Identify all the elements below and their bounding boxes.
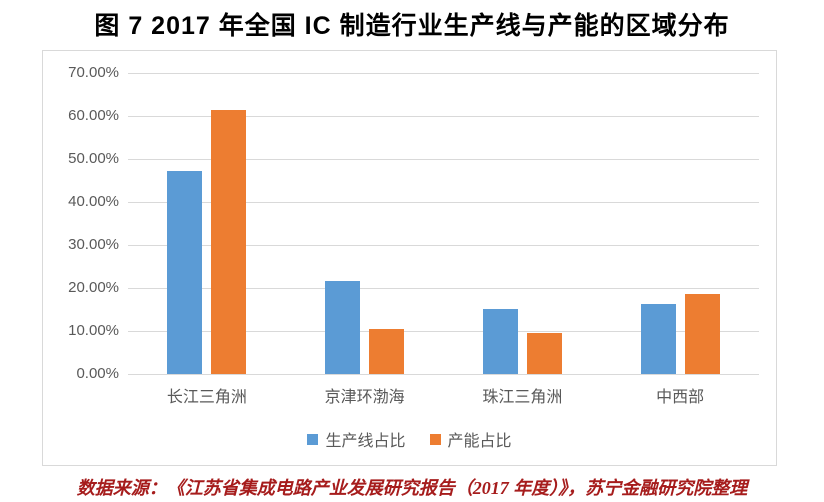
gridline [128,245,759,246]
gridline [128,73,759,74]
legend-label: 产能占比 [447,433,512,450]
legend-swatch-icon [429,433,441,445]
chart-area: 0.00% 10.00% 20.00% 30.00% 40.00% 50.00% 60.00… [42,50,777,466]
gridline [128,374,759,375]
plot-area [128,73,759,375]
gridline [128,202,759,203]
legend: 生产线占比 产能占比 [43,427,776,451]
source-note: 数据来源：《江苏省集成电路产业发展研究报告（2017 年度）》，苏宁金融研究院整… [76,478,748,498]
x-category-label: 京津环渤海 [324,389,405,406]
x-axis: 长江三角洲 京津环渤海 珠江三角洲 中西部 [128,383,759,407]
bar-series0-cat1 [325,281,361,374]
chart-title: 图 7 2017 年全国 IC 制造行业生产线与产能的区域分布 [94,12,730,40]
x-category-label: 珠江三角洲 [482,389,563,406]
bar-series1-cat2 [526,333,562,374]
gridline [128,116,759,117]
bar-series1-cat1 [369,329,405,374]
bar-series1-cat3 [684,294,720,374]
x-category-label: 长江三角洲 [166,389,247,406]
y-tick-label: 40.00% [68,193,119,210]
y-tick-label: 50.00% [68,150,119,167]
bar-group-1 [286,73,444,374]
bar-groups [128,73,759,374]
legend-label: 生产线占比 [325,433,406,450]
bar-group-2 [444,73,602,374]
y-tick-label: 30.00% [68,236,119,253]
bar-group-3 [601,73,759,374]
y-tick-label: 0.00% [76,365,119,382]
legend-item-1: 产能占比 [429,427,512,451]
gridline [128,159,759,160]
bar-series0-cat3 [640,304,676,374]
legend-item-0: 生产线占比 [307,427,406,451]
x-category-label: 中西部 [656,389,705,406]
gridline [128,331,759,332]
gridline [128,288,759,289]
bar-group-0 [128,73,286,374]
bar-series1-cat0 [211,110,247,374]
bar-series0-cat0 [167,171,203,374]
bar-series0-cat2 [482,309,518,374]
y-tick-label: 70.00% [68,64,119,81]
y-tick-label: 10.00% [68,322,119,339]
legend-swatch-icon [307,433,319,445]
y-tick-label: 20.00% [68,279,119,296]
y-tick-label: 60.00% [68,107,119,124]
